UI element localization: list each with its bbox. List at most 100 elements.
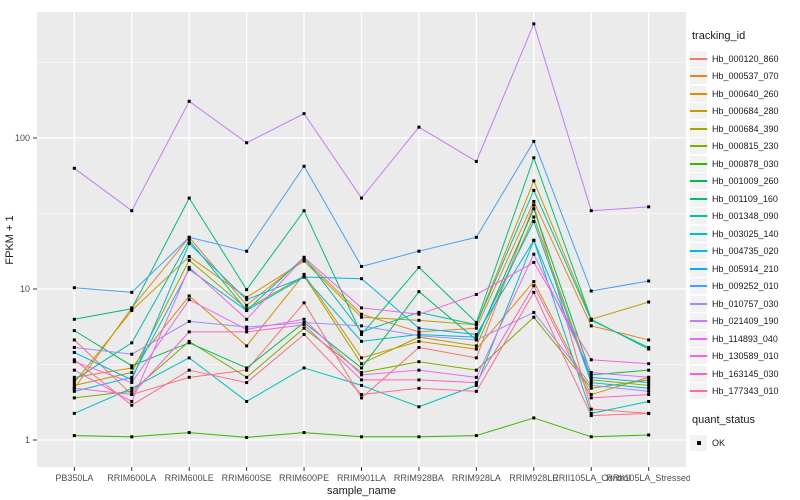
data-point-Hb_005914_210 bbox=[72, 350, 76, 354]
y-tick-label: 1 bbox=[25, 435, 30, 445]
legend-key-swatch bbox=[690, 295, 707, 312]
data-point-Hb_021409_190 bbox=[474, 159, 478, 163]
legend-key-swatch bbox=[690, 383, 707, 400]
legend-title-quant-status: quant_status bbox=[692, 414, 755, 426]
legend-item-label: Hb_001109_160 bbox=[712, 193, 778, 204]
data-point-Hb_010757_030 bbox=[589, 383, 593, 387]
data-point-Hb_021409_190 bbox=[360, 196, 363, 200]
data-point-Hb_177343_010 bbox=[647, 411, 651, 415]
data-point-Hb_000878_030 bbox=[130, 435, 134, 439]
data-point-Hb_000537_070 bbox=[532, 199, 536, 203]
legend-item-Hb_114893_040: Hb_114893_040 bbox=[690, 330, 798, 348]
legend-key-line bbox=[690, 285, 707, 288]
data-point-Hb_004735_020 bbox=[589, 381, 593, 385]
legend-item-Hb_009252_010: Hb_009252_010 bbox=[690, 278, 798, 296]
legend-item-label: Hb_177343_010 bbox=[712, 386, 779, 397]
legend-items-tracking-id: Hb_000120_860 Hb_000537_070 Hb_000640_260 H… bbox=[690, 50, 798, 400]
data-point-Hb_000684_280 bbox=[302, 259, 306, 263]
data-point-Hb_000120_860 bbox=[72, 338, 76, 342]
data-point-Hb_114893_040 bbox=[245, 327, 249, 331]
data-point-Hb_163145_030 bbox=[302, 323, 306, 327]
legend-key-swatch bbox=[690, 278, 707, 295]
data-point-Hb_177343_010 bbox=[130, 403, 134, 407]
data-point-Hb_000640_260 bbox=[245, 344, 249, 348]
data-point-Hb_004735_020 bbox=[130, 375, 134, 379]
data-point-Hb_000640_260 bbox=[187, 294, 191, 298]
data-point-Hb_001009_260 bbox=[589, 373, 593, 377]
data-point-Hb_001109_160 bbox=[187, 196, 191, 200]
legend-item-Hb_000878_030: Hb_000878_030 bbox=[690, 155, 798, 173]
legend-item-Hb_001109_160: Hb_001109_160 bbox=[690, 190, 798, 208]
legend-item-Hb_177343_010: Hb_177343_010 bbox=[690, 383, 798, 401]
data-point-Hb_177343_010 bbox=[72, 358, 76, 362]
data-point-Hb_163145_030 bbox=[474, 381, 478, 385]
legend-key-line bbox=[690, 57, 707, 60]
legend-item-label: Hb_000537_070 bbox=[712, 71, 779, 82]
x-tick-label: RRIM600LE bbox=[165, 473, 214, 483]
y-axis-title: FPKM + 1 bbox=[4, 215, 16, 264]
data-point-Hb_163145_030 bbox=[589, 396, 593, 400]
data-point-Hb_000537_070 bbox=[360, 312, 363, 316]
data-point-Hb_001009_260 bbox=[245, 366, 249, 370]
data-point-Hb_114893_040 bbox=[417, 368, 421, 372]
legend-key-swatch bbox=[690, 120, 707, 137]
data-point-Hb_114893_040 bbox=[474, 375, 478, 379]
data-point-Hb_000120_860 bbox=[474, 356, 478, 360]
data-point-Hb_163145_030 bbox=[72, 386, 76, 390]
data-point-Hb_000120_860 bbox=[589, 407, 593, 411]
data-point-Hb_009252_010 bbox=[245, 249, 249, 253]
data-point-Hb_000878_030 bbox=[245, 435, 249, 439]
data-point-Hb_114893_040 bbox=[647, 375, 651, 379]
data-point-Hb_021409_190 bbox=[245, 141, 249, 145]
legend-item-Hb_000815_230: Hb_000815_230 bbox=[690, 138, 798, 156]
legend-item-Hb_005914_210: Hb_005914_210 bbox=[690, 260, 798, 278]
legend-title-tracking-id: tracking_id bbox=[692, 30, 746, 42]
x-tick-label: RRIM600SE bbox=[222, 473, 272, 483]
data-point-Hb_000815_230 bbox=[360, 370, 363, 374]
data-point-Hb_001009_260 bbox=[532, 207, 536, 211]
data-point-Hb_004735_020 bbox=[72, 389, 76, 393]
data-point-Hb_009252_010 bbox=[130, 290, 134, 294]
x-tick-label: RRII105LA_Control bbox=[552, 473, 630, 483]
data-point-Hb_010757_030 bbox=[187, 319, 191, 323]
x-tick-label: RRIM928LA bbox=[452, 473, 501, 483]
legend-item-label: Hb_000815_230 bbox=[712, 141, 779, 152]
legend-key-line bbox=[690, 75, 707, 78]
data-point-Hb_130589_010 bbox=[647, 362, 651, 366]
legend-key-swatch bbox=[690, 348, 707, 365]
data-point-Hb_003025_140 bbox=[647, 399, 651, 403]
data-point-Hb_177343_010 bbox=[187, 368, 191, 372]
data-point-Hb_000684_280 bbox=[647, 300, 651, 304]
legend-item-label: Hb_114893_040 bbox=[712, 333, 778, 344]
legend-key-swatch bbox=[690, 103, 707, 120]
legend-key-line bbox=[690, 355, 707, 358]
data-point-Hb_000815_230 bbox=[130, 389, 134, 393]
legend-item-label: Hb_001009_260 bbox=[712, 176, 779, 187]
legend-key-swatch bbox=[690, 85, 707, 102]
legend-item-label: Hb_000640_260 bbox=[712, 88, 779, 99]
legend-key-swatch bbox=[690, 208, 707, 225]
x-tick-label: RRIM600PE bbox=[279, 473, 329, 483]
data-point-Hb_005914_210 bbox=[360, 277, 363, 281]
data-point-Hb_000537_070 bbox=[474, 326, 478, 330]
data-point-Hb_001109_160 bbox=[302, 209, 306, 213]
data-point-Hb_000684_280 bbox=[130, 309, 134, 313]
legend-item-Hb_000537_070: Hb_000537_070 bbox=[690, 68, 798, 86]
data-point-Hb_001109_160 bbox=[245, 288, 249, 292]
data-point-Hb_005914_210 bbox=[187, 242, 191, 246]
data-point-Hb_000815_230 bbox=[589, 386, 593, 390]
data-point-Hb_005914_210 bbox=[417, 326, 421, 330]
data-point-Hb_004735_020 bbox=[532, 219, 536, 223]
legend-item-label: Hb_009252_010 bbox=[712, 281, 779, 292]
data-point-Hb_177343_010 bbox=[589, 414, 593, 418]
legend-item-quant-OK: OK bbox=[690, 434, 798, 452]
data-point-Hb_000684_280 bbox=[72, 381, 76, 385]
data-point-Hb_130589_010 bbox=[417, 312, 421, 316]
legend-key-line bbox=[690, 250, 707, 253]
data-point-Hb_163145_030 bbox=[187, 330, 191, 334]
legend-key-line bbox=[690, 197, 707, 200]
data-point-Hb_004735_020 bbox=[474, 335, 478, 339]
data-point-Hb_021409_190 bbox=[130, 209, 134, 213]
data-point-Hb_009252_010 bbox=[72, 286, 76, 290]
data-point-Hb_130589_010 bbox=[302, 255, 306, 259]
